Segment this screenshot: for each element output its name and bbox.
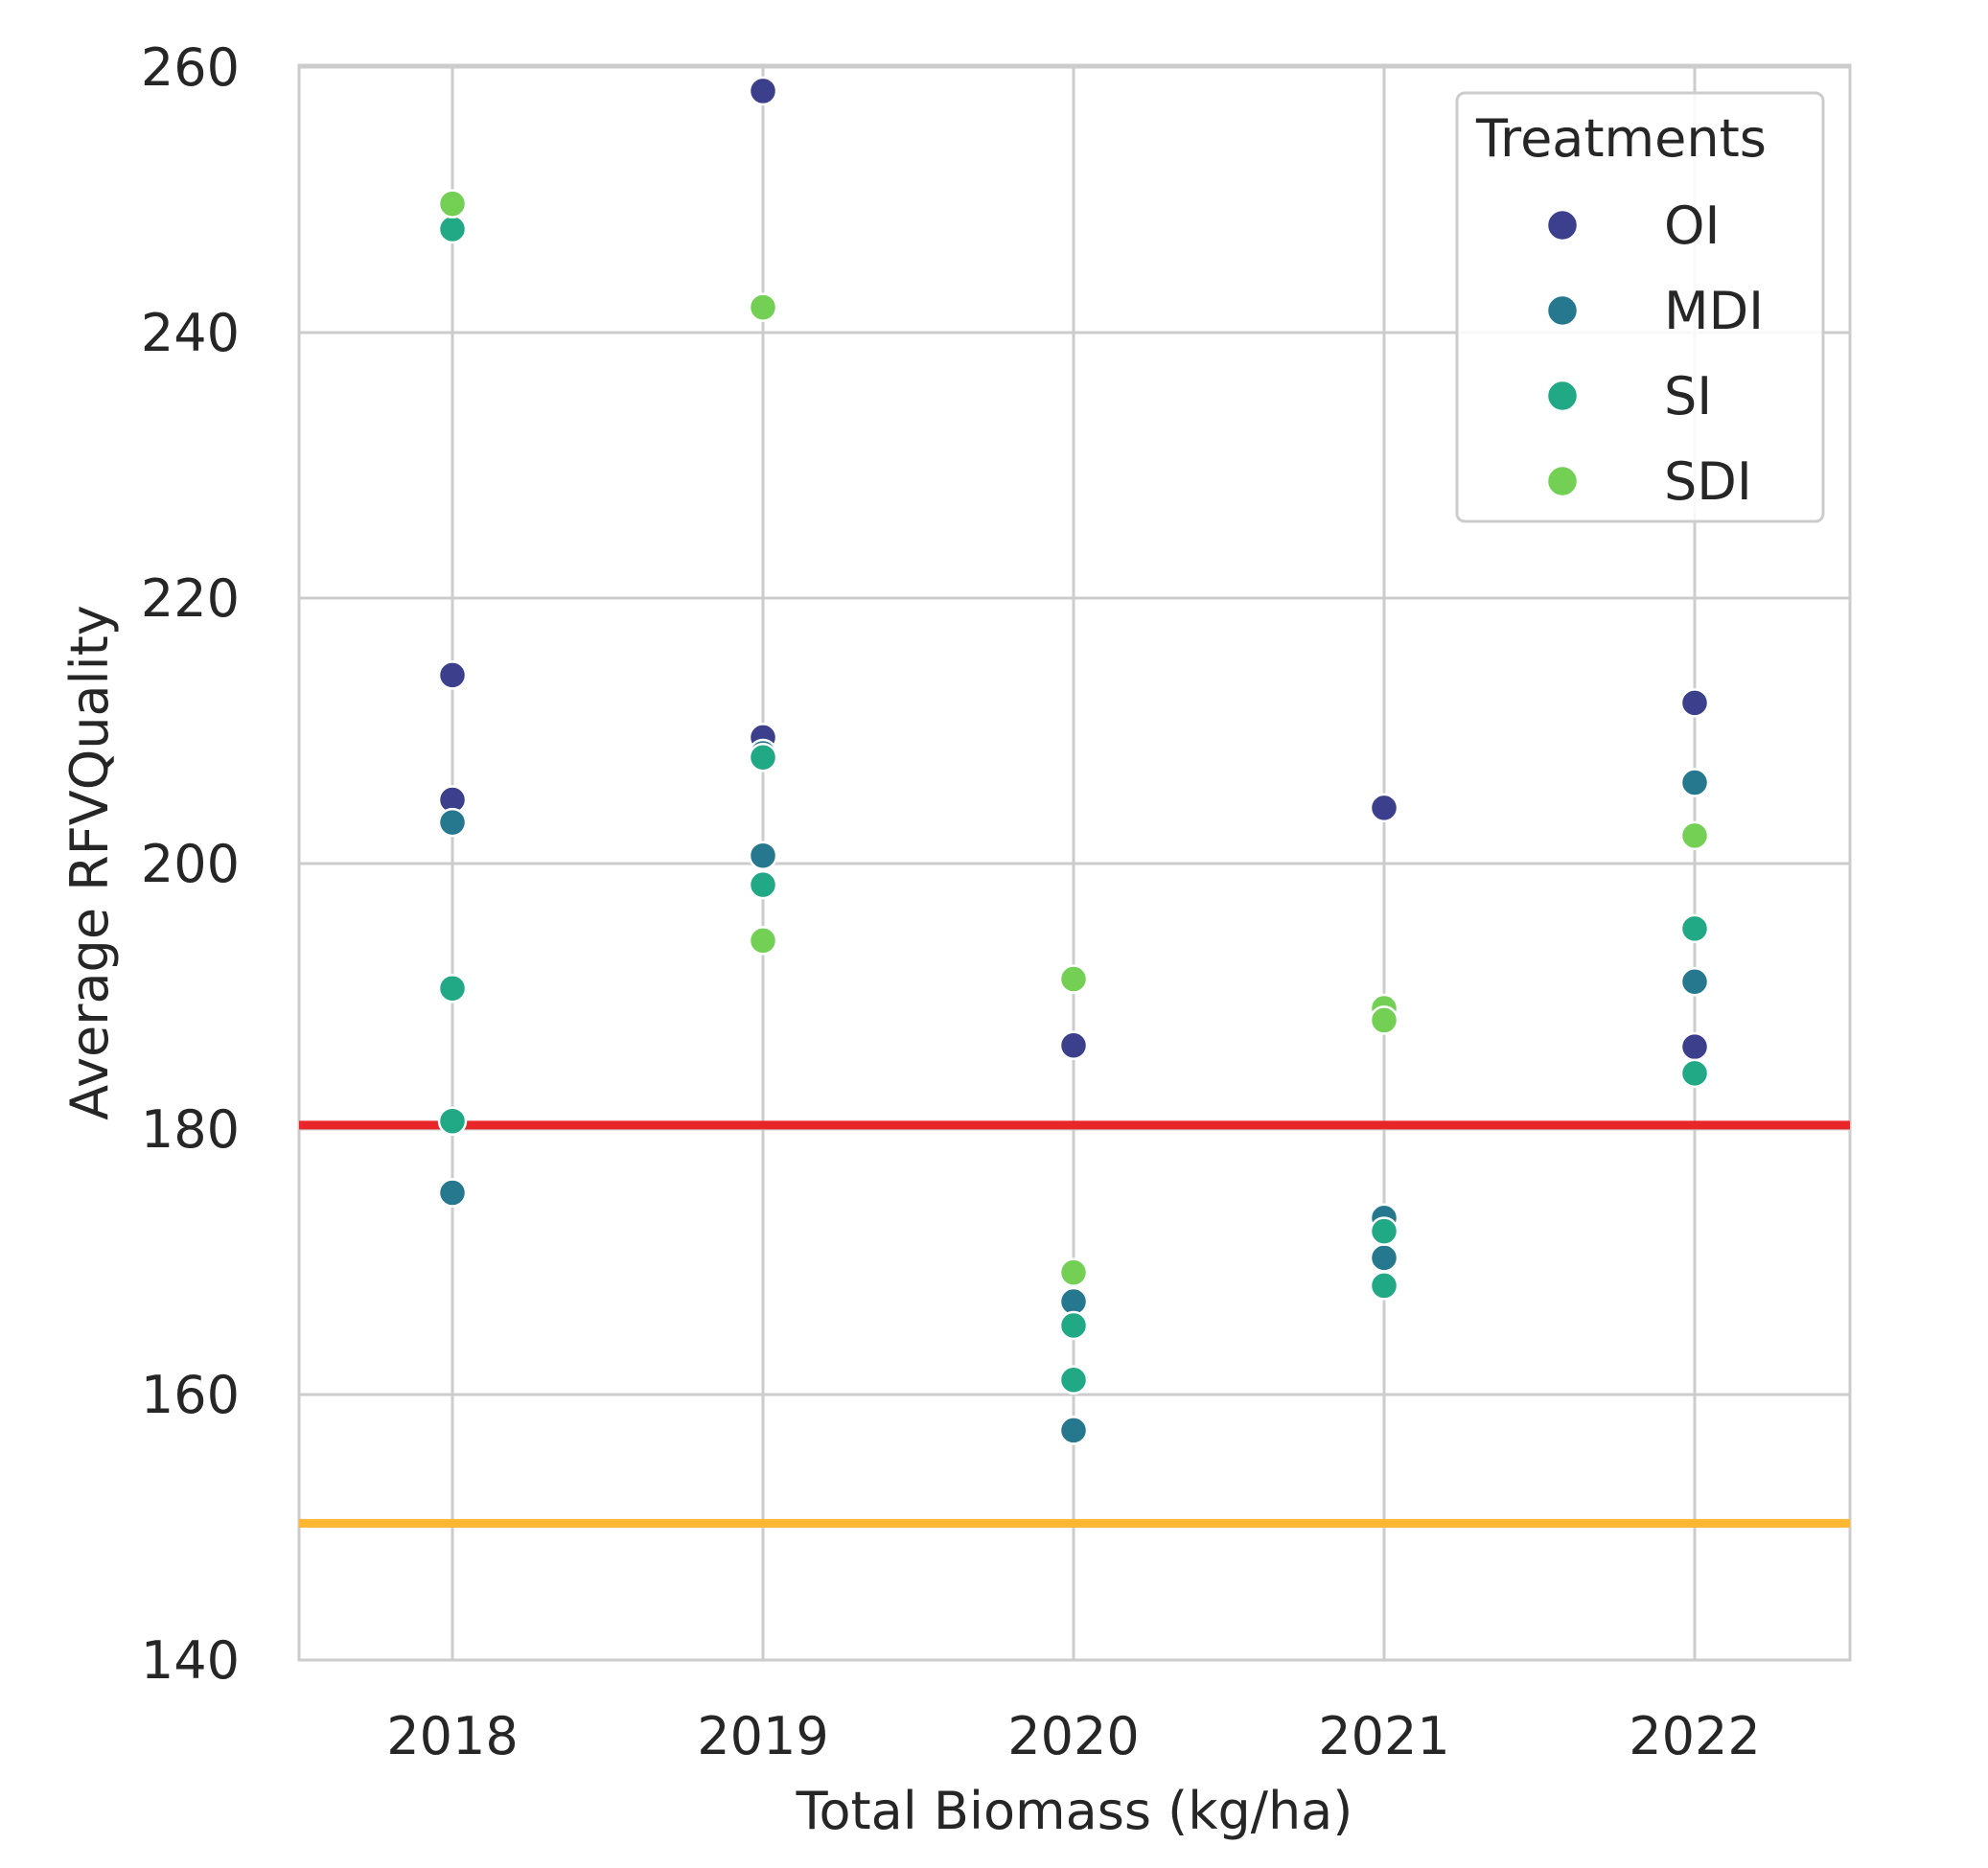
y-tick-label: 200 xyxy=(141,834,240,894)
point-oi xyxy=(437,660,468,690)
x-tick-label: 2021 xyxy=(1318,1706,1449,1766)
legend-label-si: SI xyxy=(1664,366,1712,427)
data-points xyxy=(437,76,1710,1445)
point-si xyxy=(1679,913,1710,944)
point-si xyxy=(1679,1058,1710,1089)
point-sdi xyxy=(748,292,778,322)
x-tick-label: 2018 xyxy=(386,1706,518,1766)
point-oi xyxy=(1679,1031,1710,1062)
point-mdi xyxy=(1369,1243,1399,1273)
y-tick-label: 180 xyxy=(141,1099,240,1160)
point-mdi xyxy=(1679,768,1710,797)
x-tick-label: 2022 xyxy=(1629,1706,1760,1766)
reference-lines xyxy=(299,1120,1850,1528)
y-tick-label: 240 xyxy=(141,303,240,363)
point-si xyxy=(748,742,778,773)
x-tick-label: 2019 xyxy=(697,1706,828,1766)
point-mdi xyxy=(437,807,468,838)
point-mdi xyxy=(748,841,778,870)
y-tick-labels: 140 160 180 200 220 240 260 xyxy=(141,37,240,1691)
legend-title: Treatments xyxy=(1475,108,1767,169)
point-si xyxy=(437,214,468,244)
point-sdi xyxy=(1679,820,1710,851)
y-tick-label: 220 xyxy=(141,568,240,629)
point-sdi xyxy=(748,926,778,956)
x-tick-labels: 2018 2019 2020 2021 2022 xyxy=(386,1706,1760,1766)
point-si xyxy=(748,869,778,900)
point-si xyxy=(1058,1365,1089,1395)
x-tick-label: 2020 xyxy=(1007,1706,1139,1766)
y-tick-label: 260 xyxy=(141,37,240,98)
y-tick-label: 160 xyxy=(141,1365,240,1425)
legend-marker-sdi xyxy=(1545,464,1580,498)
legend-marker-oi xyxy=(1545,208,1580,242)
legend-label-sdi: SDI xyxy=(1664,451,1752,512)
legend: Treatments OI MDI SI SDI xyxy=(1455,91,1825,523)
point-oi xyxy=(1058,1030,1089,1060)
y-axis-label: Average RFVQuality xyxy=(59,605,120,1119)
point-oi xyxy=(748,76,778,106)
point-mdi xyxy=(437,1178,468,1208)
point-si xyxy=(1369,1271,1399,1301)
x-axis-label: Total Biomass (kg/ha) xyxy=(796,1781,1353,1841)
legend-label-mdi: MDI xyxy=(1664,281,1764,341)
y-tick-label: 140 xyxy=(141,1630,240,1691)
legend-box xyxy=(1455,91,1825,523)
point-mdi xyxy=(1058,1416,1089,1445)
point-si xyxy=(437,1106,468,1136)
point-sdi xyxy=(1369,1005,1399,1035)
point-si xyxy=(1058,1310,1089,1341)
point-oi xyxy=(1679,688,1710,718)
legend-label-oi: OI xyxy=(1664,196,1720,256)
plot-frame xyxy=(297,63,1852,1662)
point-si xyxy=(1369,1216,1399,1246)
legend-entries: OI MDI SI SDI xyxy=(1545,196,1764,512)
legend-marker-mdi xyxy=(1545,293,1580,328)
point-sdi xyxy=(437,189,468,219)
point-sdi xyxy=(1058,1257,1089,1287)
point-si xyxy=(437,973,468,1003)
point-sdi xyxy=(1058,964,1089,994)
point-mdi xyxy=(1679,967,1710,997)
legend-marker-si xyxy=(1545,379,1580,413)
point-oi xyxy=(1369,793,1399,823)
